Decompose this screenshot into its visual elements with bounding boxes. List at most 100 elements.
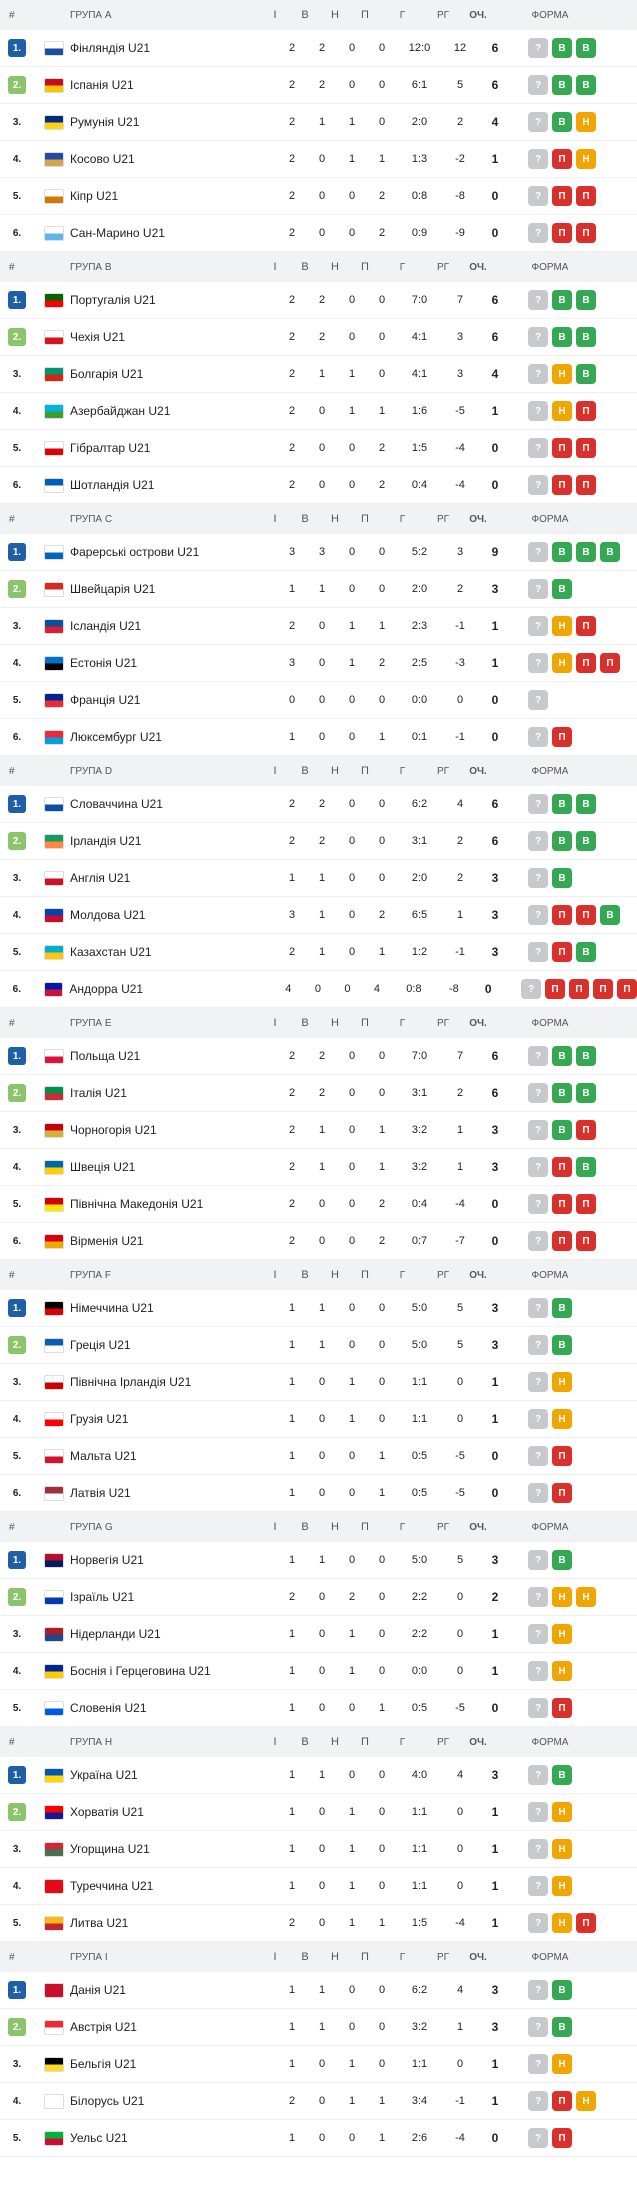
table-row[interactable]: 3. Англія U21 1 1 0 0 2:0 2 3 ? В [0, 860, 637, 897]
team-name[interactable]: Чорногорія U21 [70, 1123, 157, 1137]
table-row[interactable]: 2. Італія U21 2 2 0 0 3:1 2 6 ? В В [0, 1075, 637, 1112]
team-name[interactable]: Туреччина U21 [70, 1879, 154, 1893]
form-badge[interactable]: ? [528, 1372, 548, 1392]
table-row[interactable]: 1. Фарерські острови U21 3 3 0 0 5:2 3 9… [0, 534, 637, 571]
form-badge[interactable]: ? [528, 1876, 548, 1896]
form-badge[interactable]: ? [528, 1483, 548, 1503]
table-row[interactable]: 4. Грузія U21 1 0 1 0 1:1 0 1 ? Н [0, 1401, 637, 1438]
team-name[interactable]: Україна U21 [70, 1768, 138, 1782]
team-name[interactable]: Італія U21 [70, 1086, 127, 1100]
form-badge[interactable]: ? [528, 1802, 548, 1822]
team-name[interactable]: Польща U21 [70, 1049, 141, 1063]
team-name[interactable]: Північна Ірландія U21 [70, 1375, 192, 1389]
form-badge[interactable]: ? [528, 1624, 548, 1644]
team-name[interactable]: Латвія U21 [70, 1486, 131, 1500]
team-name[interactable]: Шотландія U21 [70, 478, 155, 492]
table-row[interactable]: 2. Австрія U21 1 1 0 0 3:2 1 3 ? В [0, 2009, 637, 2046]
table-row[interactable]: 5. Франція U21 0 0 0 0 0:0 0 0 ? [0, 682, 637, 719]
team-name[interactable]: Норвегія U21 [70, 1553, 144, 1567]
form-badge[interactable]: ? [528, 290, 548, 310]
team-name[interactable]: Андорра U21 [69, 982, 144, 996]
table-row[interactable]: 2. Чехія U21 2 2 0 0 4:1 3 6 ? В В [0, 319, 637, 356]
form-badge[interactable]: ? [528, 475, 548, 495]
table-row[interactable]: 5. Литва U21 2 0 1 1 1:5 -4 1 ? Н П [0, 1905, 637, 1942]
form-badge[interactable]: ? [528, 327, 548, 347]
team-name[interactable]: Ізраїль U21 [70, 1590, 135, 1604]
table-row[interactable]: 5. Уельс U21 1 0 0 1 2:6 -4 0 ? П [0, 2120, 637, 2157]
form-badge[interactable]: ? [528, 186, 548, 206]
form-badge[interactable]: ? [528, 1157, 548, 1177]
group-title[interactable]: ГРУПА C [70, 513, 113, 525]
team-name[interactable]: Гібралтар U21 [70, 441, 151, 455]
form-badge[interactable]: ? [528, 223, 548, 243]
form-badge[interactable]: ? [528, 2054, 548, 2074]
form-badge[interactable]: ? [528, 75, 548, 95]
form-badge[interactable]: ? [528, 1698, 548, 1718]
team-name[interactable]: Англія U21 [70, 871, 131, 885]
form-badge[interactable]: ? [528, 653, 548, 673]
table-row[interactable]: 6. Андорра U21 4 0 0 4 0:8 -8 0 ? П П П П [0, 971, 637, 1008]
form-badge[interactable]: ? [528, 1409, 548, 1429]
table-row[interactable]: 4. Азербайджан U21 2 0 1 1 1:6 -5 1 ? Н П [0, 393, 637, 430]
form-badge[interactable]: ? [528, 727, 548, 747]
group-title[interactable]: ГРУПА I [70, 1951, 108, 1963]
table-row[interactable]: 3. Північна Ірландія U21 1 0 1 0 1:1 0 1… [0, 1364, 637, 1401]
table-row[interactable]: 4. Боснія і Герцеговина U21 1 0 1 0 0:0 … [0, 1653, 637, 1690]
form-badge[interactable]: ? [528, 1231, 548, 1251]
form-badge[interactable]: ? [528, 1839, 548, 1859]
form-badge[interactable]: ? [528, 2091, 548, 2111]
team-name[interactable]: Уельс U21 [70, 2131, 128, 2145]
form-badge[interactable]: ? [528, 38, 548, 58]
table-row[interactable]: 3. Румунія U21 2 1 1 0 2:0 2 4 ? В Н [0, 104, 637, 141]
table-row[interactable]: 2. Хорватія U21 1 0 1 0 1:1 0 1 ? Н [0, 1794, 637, 1831]
table-row[interactable]: 6. Сан-Марино U21 2 0 0 2 0:9 -9 0 ? П П [0, 215, 637, 252]
form-badge[interactable]: ? [528, 579, 548, 599]
form-badge[interactable]: ? [528, 1661, 548, 1681]
table-row[interactable]: 1. Фінляндія U21 2 2 0 0 12:0 12 6 ? В В [0, 30, 637, 67]
team-name[interactable]: Мальта U21 [70, 1449, 137, 1463]
table-row[interactable]: 5. Словенія U21 1 0 0 1 0:5 -5 0 ? П [0, 1690, 637, 1727]
group-title[interactable]: ГРУПА E [70, 1017, 112, 1029]
table-row[interactable]: 5. Північна Македонія U21 2 0 0 2 0:4 -4… [0, 1186, 637, 1223]
team-name[interactable]: Литва U21 [70, 1916, 129, 1930]
form-badge[interactable]: ? [528, 2017, 548, 2037]
form-badge[interactable]: ? [521, 979, 542, 999]
team-name[interactable]: Швеція U21 [70, 1160, 136, 1174]
team-name[interactable]: Словаччина U21 [70, 797, 163, 811]
form-badge[interactable]: ? [528, 149, 548, 169]
form-badge[interactable]: ? [528, 616, 548, 636]
group-title[interactable]: ГРУПА D [70, 765, 113, 777]
team-name[interactable]: Угорщина U21 [70, 1842, 150, 1856]
team-name[interactable]: Сан-Марино U21 [70, 226, 165, 240]
table-row[interactable]: 6. Вірменія U21 2 0 0 2 0:7 -7 0 ? П П [0, 1223, 637, 1260]
team-name[interactable]: Косово U21 [70, 152, 135, 166]
form-badge[interactable]: ? [528, 794, 548, 814]
team-name[interactable]: Словенія U21 [70, 1701, 147, 1715]
table-row[interactable]: 5. Казахстан U21 2 1 0 1 1:2 -1 3 ? П В [0, 934, 637, 971]
table-row[interactable]: 1. Португалія U21 2 2 0 0 7:0 7 6 ? В В [0, 282, 637, 319]
table-row[interactable]: 3. Болгарія U21 2 1 1 0 4:1 3 4 ? Н В [0, 356, 637, 393]
team-name[interactable]: Ірландія U21 [70, 834, 142, 848]
form-badge[interactable]: ? [528, 1913, 548, 1933]
team-name[interactable]: Болгарія U21 [70, 367, 144, 381]
table-row[interactable]: 3. Нідерланди U21 1 0 1 0 2:2 0 1 ? Н [0, 1616, 637, 1653]
team-name[interactable]: Франція U21 [70, 693, 141, 707]
group-title[interactable]: ГРУПА G [70, 1521, 113, 1533]
group-title[interactable]: ГРУПА F [70, 1269, 111, 1281]
table-row[interactable]: 3. Бельгія U21 1 0 1 0 1:1 0 1 ? Н [0, 2046, 637, 2083]
table-row[interactable]: 1. Україна U21 1 1 0 0 4:0 4 3 ? В [0, 1757, 637, 1794]
team-name[interactable]: Данія U21 [70, 1983, 126, 1997]
table-row[interactable]: 1. Данія U21 1 1 0 0 6:2 4 3 ? В [0, 1972, 637, 2009]
team-name[interactable]: Фінляндія U21 [70, 41, 151, 55]
table-row[interactable]: 1. Норвегія U21 1 1 0 0 5:0 5 3 ? В [0, 1542, 637, 1579]
form-badge[interactable]: ? [528, 1335, 548, 1355]
table-row[interactable]: 2. Швейцарія U21 1 1 0 0 2:0 2 3 ? В [0, 571, 637, 608]
form-badge[interactable]: ? [528, 942, 548, 962]
form-badge[interactable]: ? [528, 868, 548, 888]
form-badge[interactable]: ? [528, 401, 548, 421]
team-name[interactable]: Австрія U21 [70, 2020, 137, 2034]
team-name[interactable]: Бельгія U21 [70, 2057, 137, 2071]
team-name[interactable]: Румунія U21 [70, 115, 140, 129]
team-name[interactable]: Швейцарія U21 [70, 582, 156, 596]
team-name[interactable]: Молдова U21 [70, 908, 146, 922]
